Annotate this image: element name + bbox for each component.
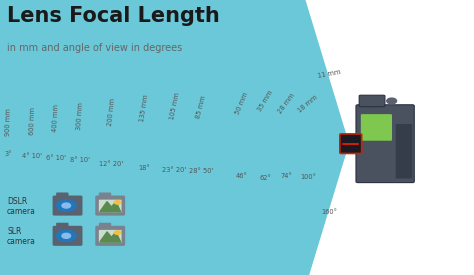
FancyBboxPatch shape (53, 196, 82, 216)
Text: 6° 10': 6° 10' (46, 155, 66, 161)
Polygon shape (100, 202, 120, 212)
FancyBboxPatch shape (340, 134, 362, 153)
Circle shape (62, 203, 71, 208)
Text: 18 mm: 18 mm (297, 94, 319, 114)
FancyBboxPatch shape (99, 223, 111, 227)
FancyBboxPatch shape (95, 226, 125, 246)
Text: 160°: 160° (321, 209, 337, 215)
Circle shape (387, 98, 397, 104)
Polygon shape (0, 123, 348, 164)
Circle shape (114, 231, 120, 234)
FancyBboxPatch shape (396, 124, 412, 178)
Polygon shape (0, 0, 348, 275)
Text: 900 mm: 900 mm (5, 108, 12, 136)
Text: 35 mm: 35 mm (257, 89, 274, 112)
Circle shape (56, 200, 76, 211)
Polygon shape (0, 0, 348, 275)
Polygon shape (0, 57, 348, 230)
FancyBboxPatch shape (361, 114, 392, 141)
Circle shape (62, 233, 71, 238)
FancyBboxPatch shape (56, 223, 69, 227)
Text: SLR
camera: SLR camera (7, 227, 36, 246)
Polygon shape (0, 0, 348, 275)
Text: 105 mm: 105 mm (169, 92, 180, 120)
Text: 300 mm: 300 mm (76, 102, 83, 130)
FancyBboxPatch shape (99, 200, 121, 212)
FancyBboxPatch shape (53, 226, 82, 246)
Text: 8° 10': 8° 10' (70, 157, 90, 163)
Polygon shape (0, 104, 348, 183)
Text: 12° 20': 12° 20' (99, 161, 124, 167)
Text: 46°: 46° (236, 173, 248, 178)
Text: 50 mm: 50 mm (234, 91, 249, 115)
Text: 11 mm: 11 mm (318, 69, 341, 79)
Text: 28° 50': 28° 50' (189, 168, 214, 174)
Text: 18°: 18° (139, 165, 150, 171)
FancyBboxPatch shape (99, 230, 121, 243)
Text: 400 mm: 400 mm (52, 104, 60, 132)
Text: Lens Focal Length: Lens Focal Length (7, 6, 220, 26)
Polygon shape (0, 0, 348, 275)
Polygon shape (0, 0, 348, 275)
Polygon shape (100, 232, 120, 242)
Polygon shape (0, 7, 348, 275)
Text: 85 mm: 85 mm (196, 95, 207, 119)
FancyBboxPatch shape (95, 196, 125, 216)
FancyBboxPatch shape (359, 95, 385, 107)
Text: DSLR
camera: DSLR camera (7, 197, 36, 216)
Polygon shape (0, 32, 348, 255)
Text: 23° 20': 23° 20' (162, 167, 187, 173)
Text: 600 mm: 600 mm (29, 107, 36, 135)
FancyBboxPatch shape (99, 192, 111, 197)
Text: 100°: 100° (300, 174, 316, 180)
FancyBboxPatch shape (56, 192, 69, 197)
Polygon shape (0, 84, 348, 203)
Text: 4° 10': 4° 10' (22, 153, 42, 159)
Text: 28 mm: 28 mm (277, 92, 296, 114)
Text: 200 mm: 200 mm (107, 98, 116, 126)
Text: 135 mm: 135 mm (139, 94, 150, 123)
Text: 3°: 3° (5, 152, 12, 158)
FancyBboxPatch shape (356, 105, 414, 183)
Text: in mm and angle of view in degrees: in mm and angle of view in degrees (7, 43, 182, 53)
Circle shape (56, 230, 76, 241)
Circle shape (114, 200, 120, 204)
Text: 74°: 74° (281, 173, 293, 179)
Text: 62°: 62° (259, 175, 272, 181)
Polygon shape (0, 129, 348, 158)
Polygon shape (0, 114, 348, 173)
